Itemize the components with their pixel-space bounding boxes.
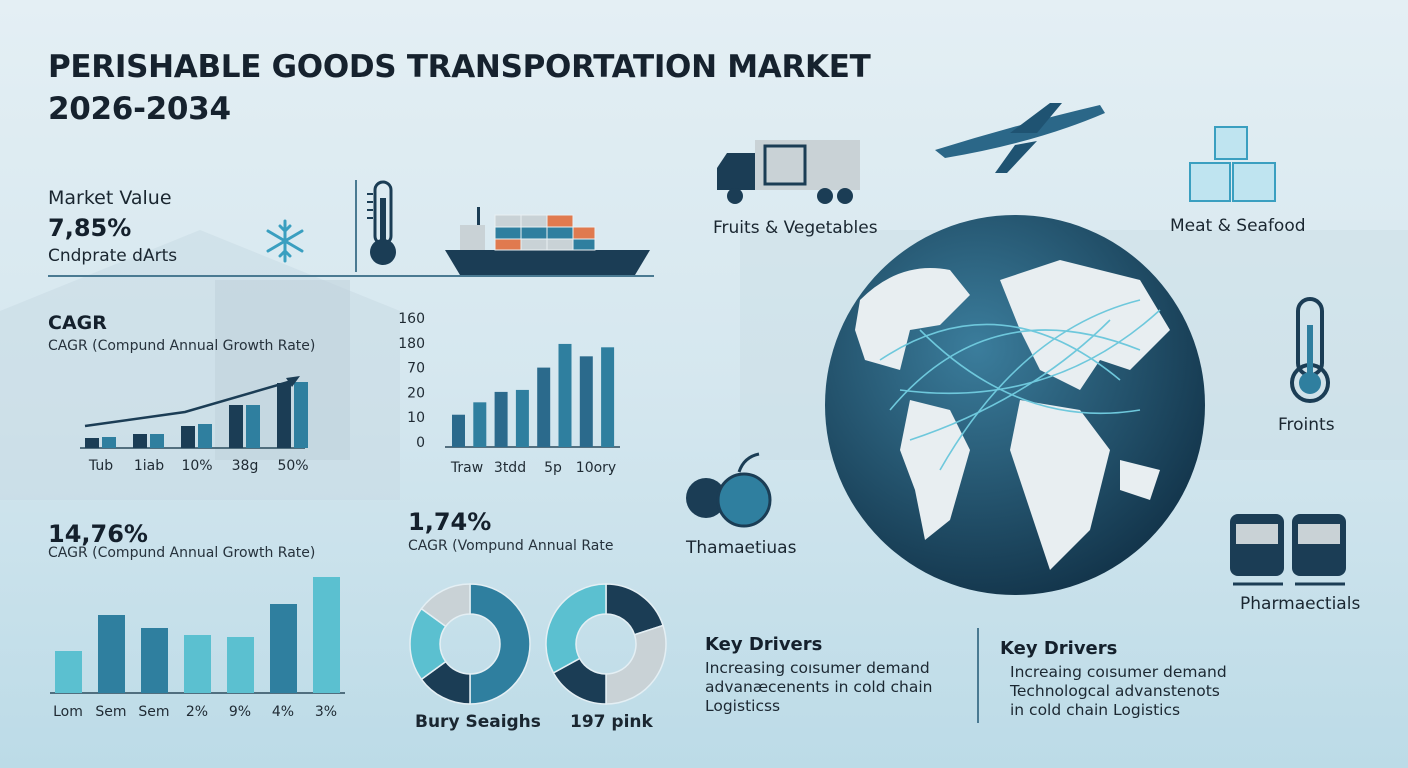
divider — [48, 275, 654, 277]
y-tick-label: 180 — [398, 336, 425, 352]
bar — [537, 367, 551, 447]
x-tick-label: 10ory — [576, 460, 616, 476]
cagr3-subtitle: CAGR (Vompund Annual Rate — [408, 538, 614, 554]
bar — [150, 434, 164, 448]
x-tick-label: 9% — [229, 704, 251, 720]
market-value: 7,85% — [48, 214, 132, 242]
segment-fronts: Froints — [1278, 415, 1335, 435]
bar — [473, 402, 487, 447]
bar — [55, 651, 82, 693]
bar — [227, 637, 254, 693]
bar-chart-1: Tub 1iab 10% 38g 50% — [80, 376, 309, 474]
donut-slice — [420, 583, 471, 628]
bar — [184, 635, 211, 693]
truck-icon — [717, 140, 860, 204]
x-tick-label: 3% — [315, 704, 337, 720]
bar — [601, 347, 615, 447]
y-tick-label: 0 — [416, 435, 425, 451]
donut-label: Bury Seaighs — [415, 712, 541, 732]
driver-line: Increasing coısumer demand — [705, 659, 930, 677]
trend-arrow-icon — [286, 376, 300, 387]
divider — [977, 628, 979, 723]
y-tick-label: 70 — [407, 361, 425, 377]
thermometer-icon — [1290, 297, 1330, 403]
bar — [313, 577, 340, 693]
segment-pharmaceuticals: Pharmaectials — [1240, 594, 1361, 614]
donut-chart-1 — [409, 583, 531, 705]
cargo-ship-icon — [445, 207, 650, 275]
segment-fruits-vegetables: Fruits & Vegetables — [713, 218, 878, 238]
donut-label: 197 pink — [570, 712, 653, 732]
key-drivers-1: Key Drivers Increasing coısumer demand adv… — [705, 634, 932, 716]
globe-icon — [825, 215, 1205, 595]
market-value-subtitle: Cndprate dArts — [48, 246, 178, 266]
donut-slice — [545, 583, 607, 674]
key-drivers-heading: Key Drivers — [1000, 638, 1118, 659]
fruit-icon — [686, 452, 772, 528]
x-tick-label: 10% — [181, 458, 212, 474]
cagr-subtitle: CAGR (Compund Annual Growth Rate) — [48, 338, 316, 354]
driver-line: in cold chain Logistics — [1010, 701, 1181, 719]
bar — [579, 356, 593, 447]
x-tick-label: 38g — [232, 458, 259, 474]
bar-chart-3: Lom Sem Sem 2% 9% 4% 3% — [50, 577, 345, 720]
divider — [355, 180, 357, 272]
bar — [98, 615, 125, 693]
airplane-icon — [935, 103, 1105, 173]
donut-chart-2 — [545, 583, 667, 705]
bar — [494, 391, 508, 447]
segment-meat-seafood: Meat & Seafood — [1170, 216, 1306, 236]
y-tick-label: 10 — [407, 410, 425, 426]
bar — [85, 438, 99, 448]
y-tick-label: 160 — [398, 311, 425, 327]
bar — [181, 426, 195, 448]
bar — [246, 405, 260, 448]
x-tick-label: Lom — [53, 704, 83, 720]
bar — [229, 405, 243, 448]
bar — [270, 604, 297, 693]
x-tick-label: Sem — [138, 704, 169, 720]
bar — [102, 437, 116, 448]
trend-line — [84, 378, 296, 428]
bar — [452, 414, 465, 447]
driver-line: advanæcenents in cold chain — [705, 678, 933, 696]
driver-line: Technologcal advanstenots — [1010, 682, 1220, 700]
bar — [141, 628, 168, 693]
bar — [558, 343, 572, 447]
key-drivers-2: Key Drivers Increaing coısumer demand Tech… — [1000, 638, 1227, 720]
donut-slice — [469, 583, 531, 705]
bar — [198, 424, 212, 448]
thermometer-icon — [367, 180, 396, 265]
x-tick-label: Tub — [88, 458, 113, 474]
driver-line: Logisticss — [705, 697, 781, 715]
cagr-heading: CAGR — [48, 312, 107, 334]
market-value-heading: Market Value — [48, 187, 172, 209]
bar — [133, 434, 147, 448]
x-tick-label: 4% — [272, 704, 294, 720]
x-tick-label: Traw — [450, 460, 483, 476]
bar — [515, 389, 529, 447]
donut-slice — [605, 583, 665, 636]
x-tick-label: 1iab — [134, 458, 164, 474]
x-tick-label: 3tdd — [494, 460, 526, 476]
bar-chart-2: 0 10 20 70 180 160 Traw 3tdd 5p 10ory — [398, 311, 620, 476]
segment-thamaetiuas: Thamaetiuas — [686, 538, 797, 558]
bar — [294, 382, 308, 448]
x-tick-label: 50% — [277, 458, 308, 474]
driver-line: Increaing coısumer demand — [1010, 663, 1227, 681]
snowflake-icon — [266, 219, 304, 263]
cagr2-subtitle: CAGR (Compund Annual Growth Rate) — [48, 545, 316, 561]
cagr3-value: 1,74% — [408, 508, 492, 536]
x-tick-label: Sem — [95, 704, 126, 720]
y-tick-label: 20 — [407, 385, 425, 401]
train-icon — [1230, 514, 1346, 586]
cagr2-value: 14,76% — [48, 520, 148, 548]
x-tick-label: 5p — [544, 460, 562, 476]
bar — [277, 383, 291, 448]
key-drivers-heading: Key Drivers — [705, 634, 823, 655]
donut-slice — [605, 624, 667, 705]
page-title: PERISHABLE GOODS TRANSPORTATION MARKET 20… — [48, 49, 871, 127]
x-tick-label: 2% — [186, 704, 208, 720]
ice-cubes-icon — [1189, 126, 1276, 202]
